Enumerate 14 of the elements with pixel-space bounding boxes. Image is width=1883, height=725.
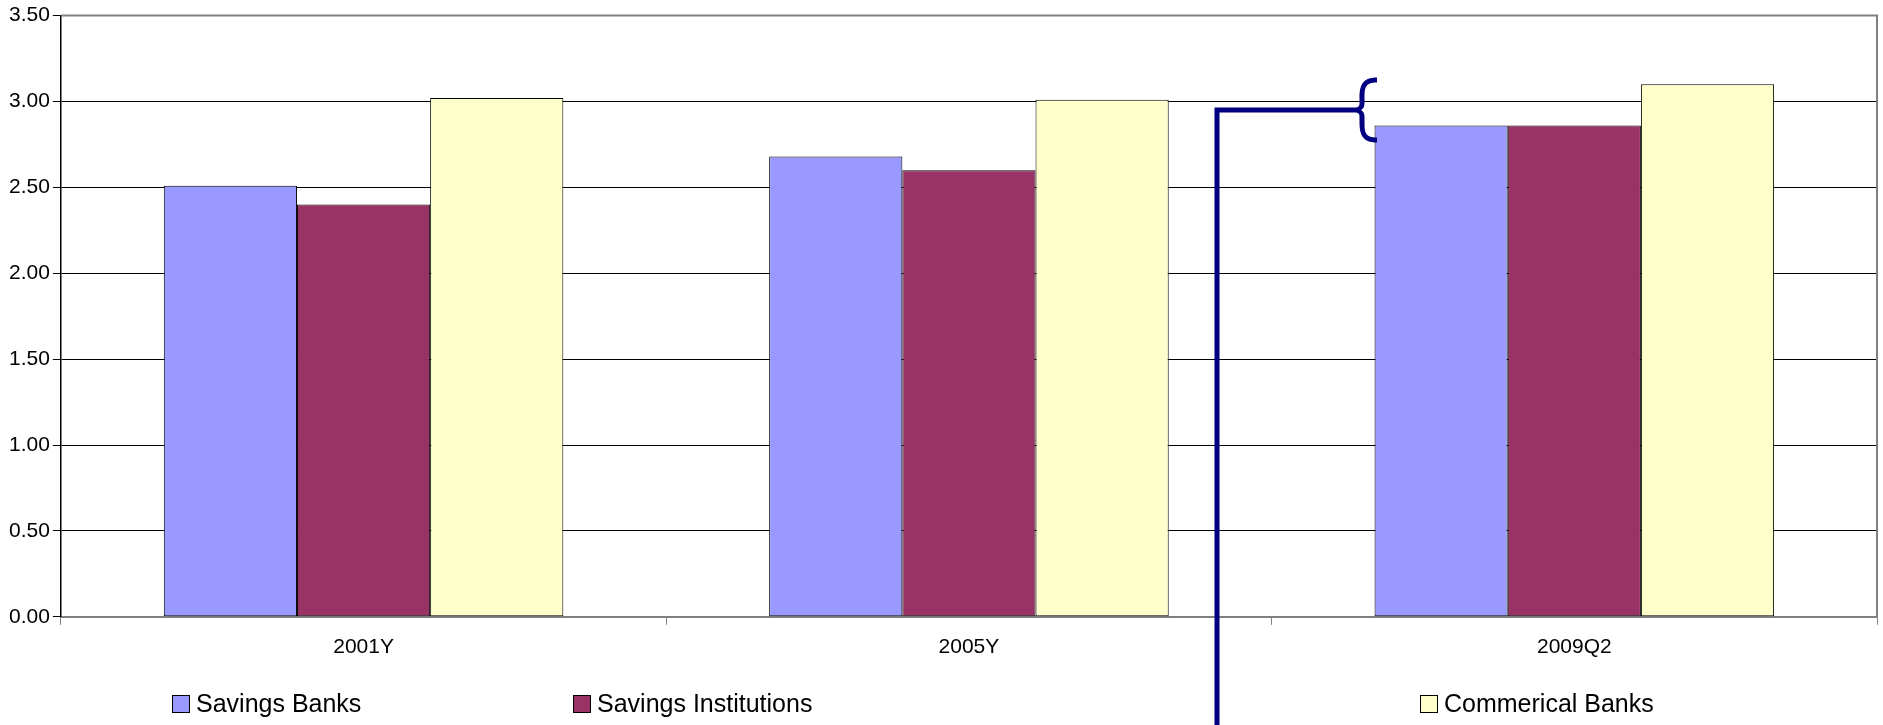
x-tick-label: 2009Q2	[1536, 634, 1612, 658]
y-tick-label: 3.50	[9, 2, 50, 26]
y-tick-label: 0.50	[9, 517, 50, 541]
legend-label: Savings Banks	[196, 689, 362, 718]
y-tick-label: 3.00	[9, 88, 50, 112]
x-tick-label: 2001Y	[333, 634, 394, 658]
y-tick-label: 2.00	[9, 260, 50, 284]
x-tick-label: 2005Y	[938, 634, 1000, 658]
legend-label: Savings Institutions	[597, 689, 813, 718]
legend-label: Commerical Banks	[1444, 689, 1654, 718]
y-tick-label: 0.00	[9, 603, 50, 627]
y-tick-label: 1.50	[9, 345, 50, 369]
y-tick-label: 1.00	[9, 431, 50, 455]
y-tick-label: 2.50	[9, 174, 50, 198]
